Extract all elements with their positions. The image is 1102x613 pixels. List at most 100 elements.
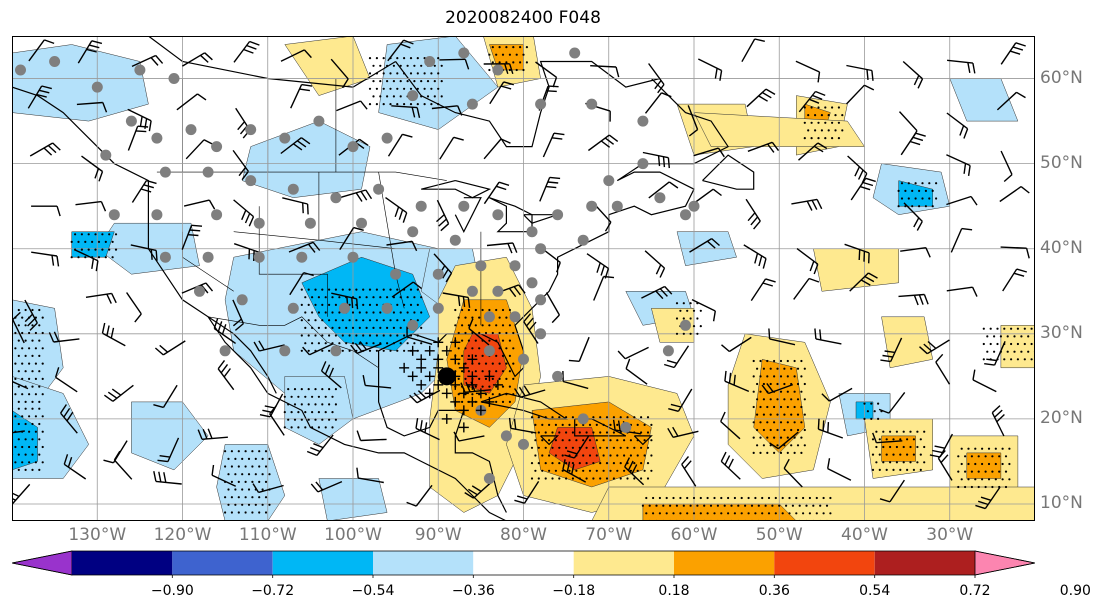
stipple-dot bbox=[474, 324, 477, 327]
stipple-dot bbox=[464, 362, 467, 365]
wind-barb-shaft bbox=[991, 412, 1005, 437]
stipple-dot bbox=[84, 240, 87, 243]
wind-barb-feather bbox=[884, 350, 895, 354]
stipple-dot bbox=[762, 367, 766, 370]
wind-barb-feather bbox=[963, 163, 967, 174]
wind-barb-feather bbox=[453, 431, 460, 442]
stipple-dot bbox=[17, 308, 20, 312]
stipple-dot bbox=[328, 288, 331, 291]
wind-barb-feather bbox=[146, 179, 157, 185]
stipple-dot bbox=[328, 303, 331, 306]
stipple-dot bbox=[619, 462, 622, 465]
stipple-dot bbox=[372, 326, 375, 329]
wind-barb bbox=[697, 58, 723, 81]
stipple-dot bbox=[819, 504, 822, 507]
stipple-dot bbox=[558, 431, 561, 434]
stipple-dot bbox=[304, 395, 307, 398]
station-dot bbox=[168, 73, 180, 84]
wind-barb-feather bbox=[508, 417, 512, 429]
station-dot bbox=[680, 209, 691, 221]
wind-barb-feather bbox=[940, 454, 949, 464]
wind-barb-feather bbox=[552, 77, 558, 88]
latitude-label: 60°N bbox=[1040, 67, 1083, 88]
wind-barb-shaft bbox=[339, 227, 355, 250]
wind-barb bbox=[1000, 246, 1030, 259]
wind-barb bbox=[31, 205, 61, 217]
stipple-dot bbox=[892, 468, 895, 471]
wind-barb-feather bbox=[508, 287, 517, 298]
stipple-dot bbox=[14, 393, 17, 396]
wind-barb bbox=[259, 393, 284, 418]
stipple-dot bbox=[491, 61, 494, 64]
stipple-dot bbox=[592, 446, 595, 449]
stipple-dot bbox=[293, 418, 297, 421]
stipple-dot bbox=[440, 95, 443, 98]
coastline bbox=[540, 435, 560, 446]
wind-barb-feather bbox=[518, 386, 526, 397]
wind-barb-feather bbox=[411, 107, 416, 118]
stipple-dot bbox=[699, 325, 702, 328]
stipple-dot bbox=[820, 129, 824, 132]
stipple-dot bbox=[679, 512, 682, 515]
wind-barb bbox=[340, 189, 373, 202]
stipple-dot bbox=[41, 415, 44, 418]
stipple-dot bbox=[759, 436, 762, 439]
wind-barb bbox=[486, 242, 518, 254]
stipple-dot bbox=[1003, 327, 1006, 330]
wind-barb-feather bbox=[91, 40, 103, 45]
stipple-dot bbox=[595, 454, 598, 457]
stipple-dot bbox=[829, 512, 832, 515]
stipple-dot bbox=[237, 480, 240, 483]
stipple-dot bbox=[505, 347, 508, 350]
stipple-dot bbox=[1013, 350, 1016, 353]
stipple-dot bbox=[24, 453, 27, 456]
stipple-dot bbox=[907, 182, 910, 185]
positive-region bbox=[642, 503, 797, 521]
storm-center-marker bbox=[437, 367, 456, 386]
wind-barb-feather bbox=[925, 247, 931, 258]
stipple-dot bbox=[769, 413, 772, 416]
station-dot bbox=[407, 90, 419, 102]
stipple-dot bbox=[389, 349, 392, 352]
stipple-dot bbox=[919, 468, 922, 471]
stipple-dot bbox=[461, 308, 464, 312]
stipple-dot bbox=[544, 446, 547, 449]
wind-barb-shaft bbox=[386, 240, 413, 246]
stipple-dot bbox=[918, 189, 921, 192]
stipple-dot bbox=[17, 324, 20, 327]
stipple-dot bbox=[786, 421, 789, 424]
wind-barb bbox=[489, 81, 514, 105]
station-dot bbox=[552, 370, 564, 382]
stipple-dot bbox=[981, 447, 984, 450]
stipple-dot bbox=[522, 68, 525, 72]
wind-barb-feather bbox=[496, 185, 507, 191]
wind-barb bbox=[667, 426, 699, 438]
stipple-dot bbox=[478, 347, 481, 350]
wind-barb-shaft bbox=[1000, 246, 1027, 249]
stipple-dot bbox=[752, 359, 755, 363]
stipple-dot bbox=[31, 400, 34, 403]
stipple-dot bbox=[433, 95, 436, 98]
wind-barb-feather bbox=[963, 128, 969, 139]
stipple-dot bbox=[970, 470, 974, 473]
stipple-dot bbox=[454, 308, 457, 312]
stipple-dot bbox=[38, 438, 41, 441]
wind-barb-feather bbox=[814, 328, 817, 339]
wind-barb-shaft bbox=[280, 49, 305, 62]
stipple-dot bbox=[757, 504, 760, 507]
stipple-dot bbox=[672, 496, 675, 500]
wind-barb-shaft bbox=[75, 200, 102, 206]
wind-barb-feather bbox=[307, 243, 316, 253]
stipple-dot bbox=[582, 454, 585, 457]
stipple-dot bbox=[931, 189, 934, 192]
wind-barb bbox=[12, 483, 31, 505]
wind-barb-feather bbox=[419, 420, 423, 431]
colorbar-segment bbox=[774, 551, 875, 575]
stipple-dot bbox=[34, 362, 37, 365]
stipple-dot bbox=[251, 465, 254, 468]
wind-barb-feather bbox=[868, 272, 878, 279]
stipple-dot bbox=[652, 512, 655, 515]
stipple-dot bbox=[416, 57, 419, 60]
stipple-dot bbox=[776, 382, 779, 386]
stipple-dot bbox=[554, 439, 558, 442]
